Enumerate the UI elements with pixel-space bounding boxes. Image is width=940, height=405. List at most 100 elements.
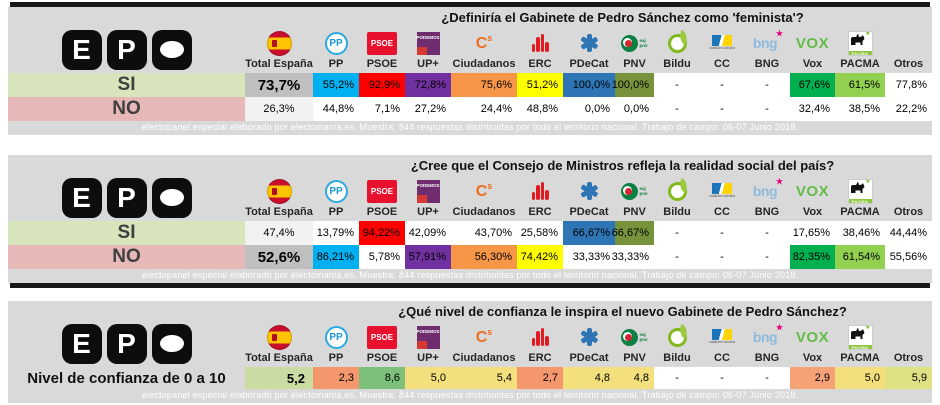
column-label-otros: Otros bbox=[893, 352, 924, 364]
column-label-otros: Otros bbox=[893, 206, 924, 218]
erc-bar bbox=[545, 190, 549, 200]
ep-logo-e: E bbox=[61, 177, 102, 218]
data-cell-cs: 24,4% bbox=[451, 97, 517, 121]
column-header-psoe: PSOE PSOE bbox=[359, 322, 405, 367]
column-header-pnv: eaj pnv PNV bbox=[615, 176, 654, 221]
spain-flag-icon bbox=[266, 324, 292, 350]
column-header-otros: Otros bbox=[885, 322, 932, 367]
data-cell-otros: 5,9 bbox=[885, 367, 932, 389]
pnv-ball bbox=[621, 34, 639, 52]
data-cell-pp: 55,2% bbox=[313, 73, 359, 97]
pdecat-logo-icon bbox=[579, 33, 599, 53]
cs-logo-c: C bbox=[475, 35, 488, 52]
column-label-bng: BNG bbox=[754, 206, 780, 218]
pacma-animals-art bbox=[849, 326, 872, 345]
data-cell-vox: 32,4% bbox=[790, 97, 835, 121]
up-logo-text: PODEMOS bbox=[416, 182, 440, 188]
data-cell-erc: 74,42% bbox=[517, 245, 563, 269]
column-header-total: Total España bbox=[245, 322, 313, 367]
logo-wrap-vox: VOX bbox=[796, 177, 829, 205]
column-header-cc: coalición canaria CC bbox=[700, 322, 744, 367]
footer-note: electopanel especial elaborado por elect… bbox=[141, 390, 799, 400]
pacma-logo-text: PACMA bbox=[848, 344, 872, 349]
logo-wrap-erc bbox=[531, 29, 549, 57]
column-label-up: UP+ bbox=[417, 352, 439, 364]
column-label-total: Total España bbox=[245, 58, 313, 70]
data-cell-pdecat: 4,8 bbox=[563, 367, 615, 389]
data-cell-bildu: - bbox=[654, 97, 700, 121]
data-cell-pdecat: 100,0% bbox=[563, 73, 615, 97]
ep-letter-p: P bbox=[117, 33, 136, 65]
column-header-total: Total España bbox=[245, 28, 313, 73]
cc-logo-text: coalición canaria bbox=[708, 46, 736, 51]
data-cell-cs: 43,70% bbox=[451, 221, 517, 245]
column-label-pnv: PNV bbox=[623, 58, 646, 70]
logo-wrap-psoe: PSOE bbox=[367, 323, 397, 351]
table-title: ¿Qué nivel de confianza le inspira el nu… bbox=[398, 304, 847, 319]
logo-wrap-pdecat bbox=[579, 323, 599, 351]
erc-bar bbox=[540, 34, 544, 52]
pdecat-logo-icon bbox=[579, 181, 599, 201]
data-cell-bng: - bbox=[744, 245, 790, 269]
logo-wrap-cs: Cs bbox=[476, 177, 493, 205]
psoe-logo-icon: PSOE bbox=[367, 31, 397, 55]
data-cell-cs: 75,6% bbox=[451, 73, 517, 97]
erc-bar bbox=[540, 328, 544, 346]
column-header-pnv: eaj pnv PNV bbox=[615, 322, 654, 367]
column-header-bildu: Bildu bbox=[654, 322, 700, 367]
logo-wrap-pnv: eaj pnv bbox=[621, 177, 648, 205]
data-cell-psoe: 5,78% bbox=[359, 245, 405, 269]
column-label-bng: BNG bbox=[754, 58, 780, 70]
pp-logo-icon: PP bbox=[324, 325, 348, 349]
pp-logo-text: PP bbox=[329, 185, 343, 197]
psoe-logo-icon: PSOE bbox=[367, 325, 397, 349]
ep-logo-p: P bbox=[106, 29, 147, 70]
logo-wrap-cc: coalición canaria bbox=[709, 29, 735, 57]
column-label-bildu: Bildu bbox=[663, 352, 691, 364]
column-label-psoe: PSOE bbox=[366, 352, 398, 364]
pnv-logo-text: eaj pnv bbox=[639, 186, 647, 197]
speech-bubble-icon bbox=[159, 189, 184, 206]
column-header-bildu: Bildu bbox=[654, 176, 700, 221]
ep-logo-e: E bbox=[61, 29, 102, 70]
ep-letter-e: E bbox=[72, 327, 91, 359]
erc-logo-icon bbox=[531, 34, 549, 52]
data-cell-pacma: 38,46% bbox=[835, 221, 885, 245]
pacma-animals-art bbox=[849, 180, 872, 199]
data-cell-pnv: 4,8 bbox=[615, 367, 654, 389]
data-cell-cs: 56,30% bbox=[451, 245, 517, 269]
cc-logo-text: coalición canaria bbox=[708, 340, 736, 345]
column-label-up: UP+ bbox=[417, 58, 439, 70]
pp-logo-text: PP bbox=[329, 37, 343, 49]
erc-bar bbox=[536, 37, 540, 52]
column-label-vox: Vox bbox=[802, 352, 823, 364]
logo-wrap-bng: bng bbox=[753, 29, 783, 57]
data-cell-otros: 22,2% bbox=[885, 97, 932, 121]
data-cell-otros: 55,56% bbox=[885, 245, 932, 269]
column-label-erc: ERC bbox=[528, 206, 552, 218]
logo-wrap-pnv: eaj pnv bbox=[621, 323, 648, 351]
total-value-cell: 73,7% bbox=[245, 73, 313, 97]
column-header-up: PODEMOS UP+ bbox=[405, 322, 451, 367]
pp-logo-icon: PP bbox=[324, 31, 348, 55]
data-cell-vox: 17,65% bbox=[790, 221, 835, 245]
logo-wrap-pnv: eaj pnv bbox=[621, 29, 648, 57]
column-label-bildu: Bildu bbox=[663, 58, 691, 70]
pnv-logo-text: eaj pnv bbox=[639, 38, 647, 49]
column-header-pp: PP PP bbox=[313, 176, 359, 221]
poll-panel-2: ¿Cree que el Consejo de Ministros reflej… bbox=[8, 155, 932, 283]
column-label-cs: Ciudadanos bbox=[452, 352, 516, 364]
table-data-row: SI 47,4% 13,79% 94,22% 42,09% 43,70% 25,58% 66,… bbox=[8, 221, 932, 245]
footer-note: electopanel especial elaborado por elect… bbox=[141, 122, 799, 132]
cc-logo-icon: coalición canaria bbox=[709, 35, 735, 51]
data-cell-up: 5,0 bbox=[405, 367, 451, 389]
erc-bar bbox=[545, 42, 549, 52]
data-cell-pp: 13,79% bbox=[313, 221, 359, 245]
data-cell-pacma: 61,54% bbox=[835, 245, 885, 269]
column-header-erc: ERC bbox=[517, 176, 563, 221]
erc-logo-icon bbox=[531, 182, 549, 200]
poll-panel-3: ¿Qué nivel de confianza le inspira el nu… bbox=[8, 301, 932, 403]
logo-wrap-bng: bng bbox=[753, 177, 783, 205]
